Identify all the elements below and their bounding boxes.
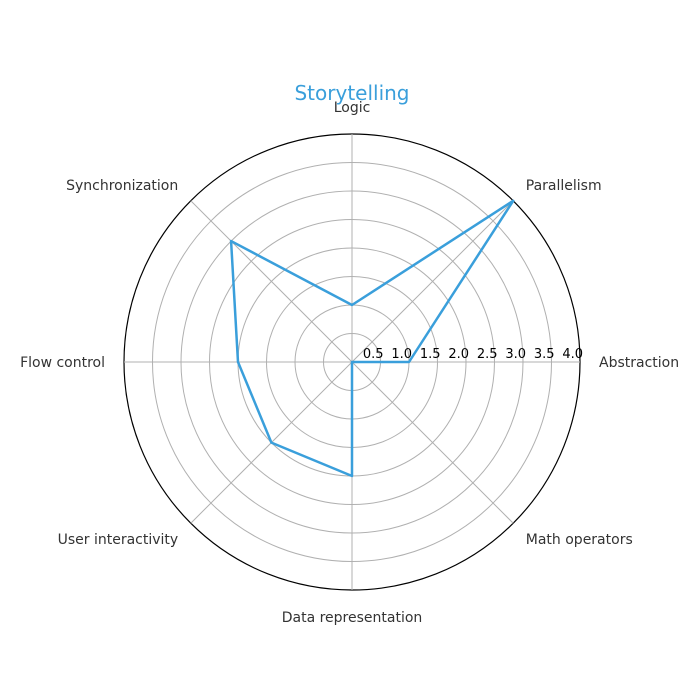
category-label: Flow control [20, 355, 105, 371]
category-label: Parallelism [526, 178, 602, 194]
chart-title: Storytelling [294, 81, 409, 105]
series-line [229, 199, 515, 478]
category-labels: Abstraction Parallelism Logic Synchronizati… [20, 100, 679, 626]
radial-tick-label: 2.0 [448, 347, 469, 362]
grid-spoke [351, 361, 514, 524]
category-label: Math operators [526, 532, 633, 548]
category-label: Logic [334, 100, 371, 116]
category-label: User interactivity [58, 532, 179, 548]
radial-tick-labels: 0.5 1.0 1.5 2.0 2.5 3.0 3.5 4.0 [363, 347, 583, 362]
radial-tick-label: 3.0 [505, 347, 526, 362]
radial-tick-label: 1.0 [391, 347, 412, 362]
radial-tick-label: 2.5 [477, 347, 498, 362]
series-layer [229, 199, 515, 478]
category-label: Abstraction [599, 355, 679, 371]
radial-tick-label: 1.5 [420, 347, 441, 362]
category-label: Synchronization [66, 178, 178, 194]
grid-spoke [190, 200, 353, 363]
radial-tick-label: 0.5 [363, 347, 384, 362]
grid-spoke [351, 200, 514, 363]
category-label: Data representation [282, 610, 423, 626]
radial-tick-label: 4.0 [562, 347, 583, 362]
radial-tick-label: 3.5 [534, 347, 555, 362]
